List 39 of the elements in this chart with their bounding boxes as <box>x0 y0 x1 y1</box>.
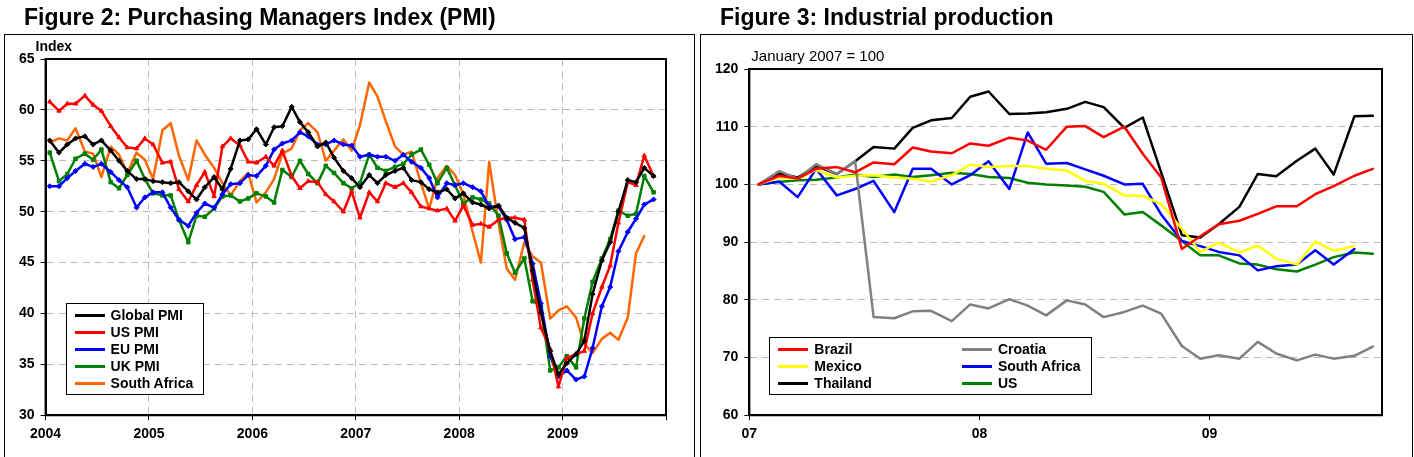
legend-label: US PMI <box>110 324 159 341</box>
y-tick-label: 50 <box>18 202 35 219</box>
y-tick-label: 30 <box>18 406 35 423</box>
x-tick-label: 2009 <box>547 425 579 442</box>
legend-label: US <box>997 375 1018 392</box>
y-tick-label: 40 <box>18 304 35 321</box>
y-tick-label: 100 <box>715 175 739 192</box>
y-tick-label: 120 <box>715 59 739 76</box>
legend-label: Thailand <box>814 375 872 392</box>
y-tick-label: 60 <box>722 406 739 423</box>
legend-label: EU PMI <box>110 341 159 358</box>
y-tick-label: 35 <box>18 355 35 372</box>
y-tick-label: 70 <box>722 348 739 365</box>
y-tick-label: 60 <box>18 100 35 117</box>
y-tick-label: 65 <box>18 49 35 66</box>
y-axis-title: Index <box>35 37 73 54</box>
x-tick-label: 2008 <box>443 425 475 442</box>
y-tick-label: 80 <box>722 290 739 307</box>
legend-label: Croatia <box>997 341 1047 358</box>
y-tick-label: 90 <box>722 232 739 249</box>
x-tick-label: 2006 <box>236 425 269 442</box>
y-axis-title: January 2007 = 100 <box>751 46 885 64</box>
legend-label: Mexico <box>814 358 862 375</box>
chart-title: Figure 2: Purchasing Managers Index (PMI) <box>4 0 695 35</box>
x-tick-label: 2004 <box>29 425 62 442</box>
y-tick-label: 55 <box>18 151 35 168</box>
legend-label: Brazil <box>814 341 853 358</box>
x-tick-label: 08 <box>971 425 988 442</box>
legend-label: South Africa <box>997 358 1081 375</box>
x-tick-label: 2005 <box>133 425 165 442</box>
x-tick-label: 2007 <box>340 425 372 442</box>
legend-label: UK PMI <box>110 358 160 375</box>
chart-title: Figure 3: Industrial production <box>700 0 1413 35</box>
legend-label: South Africa <box>110 375 194 392</box>
y-tick-label: 45 <box>18 253 35 270</box>
x-tick-label: 09 <box>1201 425 1218 442</box>
x-tick-label: 07 <box>741 425 758 442</box>
y-tick-label: 110 <box>715 117 739 134</box>
legend-label: Global PMI <box>110 307 183 324</box>
